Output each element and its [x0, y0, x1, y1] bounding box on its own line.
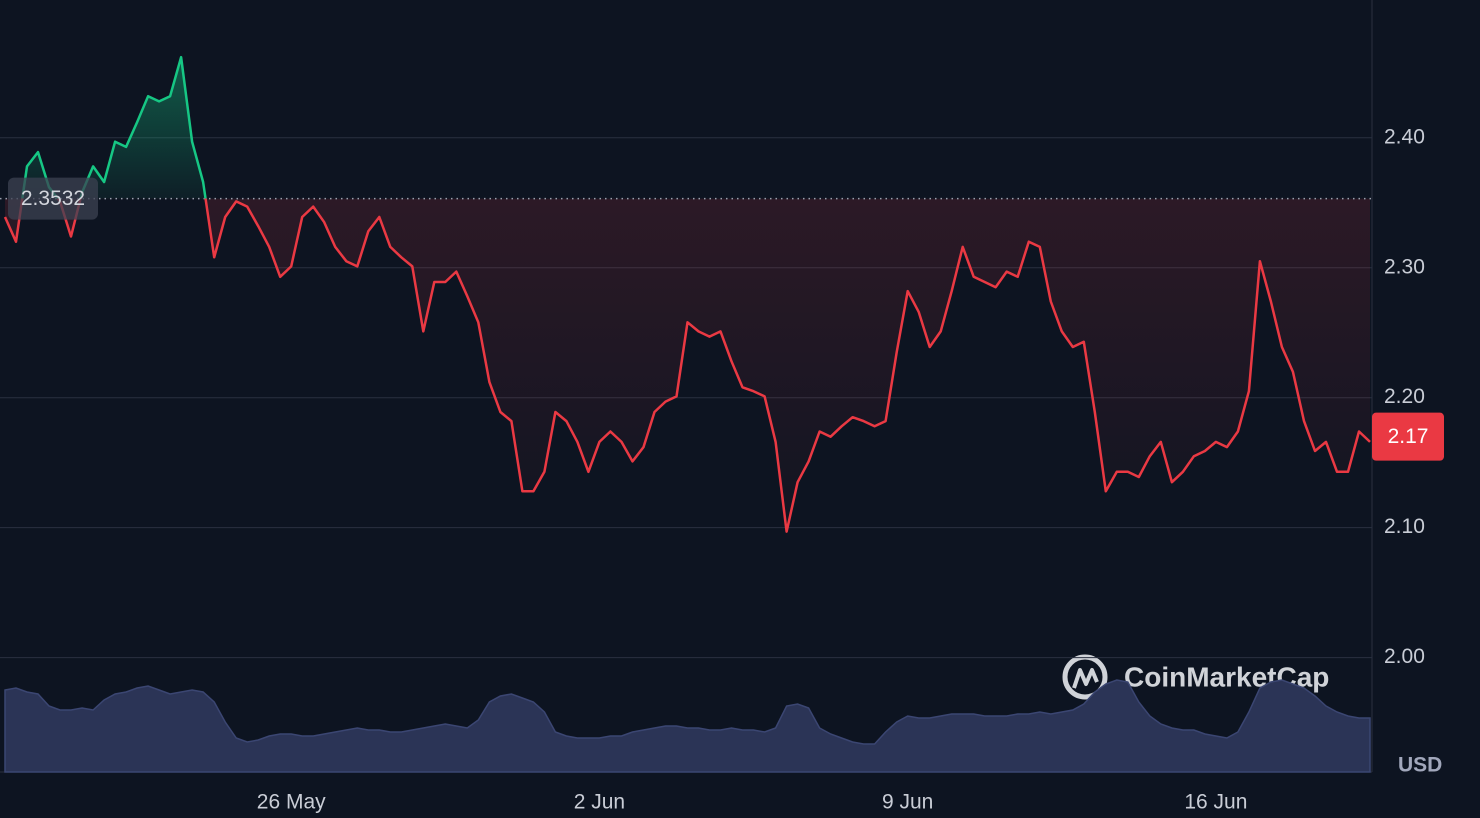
x-tick-label: 26 May: [257, 791, 326, 814]
baseline-label: 2.3532: [21, 187, 85, 210]
price-line: [3, 55, 1371, 533]
last-price-label: 2.17: [1388, 425, 1429, 448]
watermark-logo-mark: [1072, 668, 1099, 689]
volume-area: [4, 679, 1371, 773]
y-tick-label: 2.40: [1384, 125, 1425, 148]
y-tick-label: 2.20: [1384, 385, 1425, 408]
y-tick-label: 2.30: [1384, 255, 1425, 278]
last-price-box: [1372, 412, 1444, 461]
x-tick-label: 2 Jun: [574, 791, 625, 814]
y-tick-label: 2.00: [1384, 645, 1425, 668]
watermark-logo: [1062, 654, 1108, 700]
x-tick-label: 9 Jun: [882, 791, 933, 814]
y-tick-label: 2.10: [1384, 515, 1425, 538]
baseline-label-box: [8, 177, 98, 220]
currency-label: USD: [1398, 754, 1442, 777]
x-tick-label: 16 Jun: [1184, 791, 1247, 814]
price-area: [5, 57, 1370, 532]
